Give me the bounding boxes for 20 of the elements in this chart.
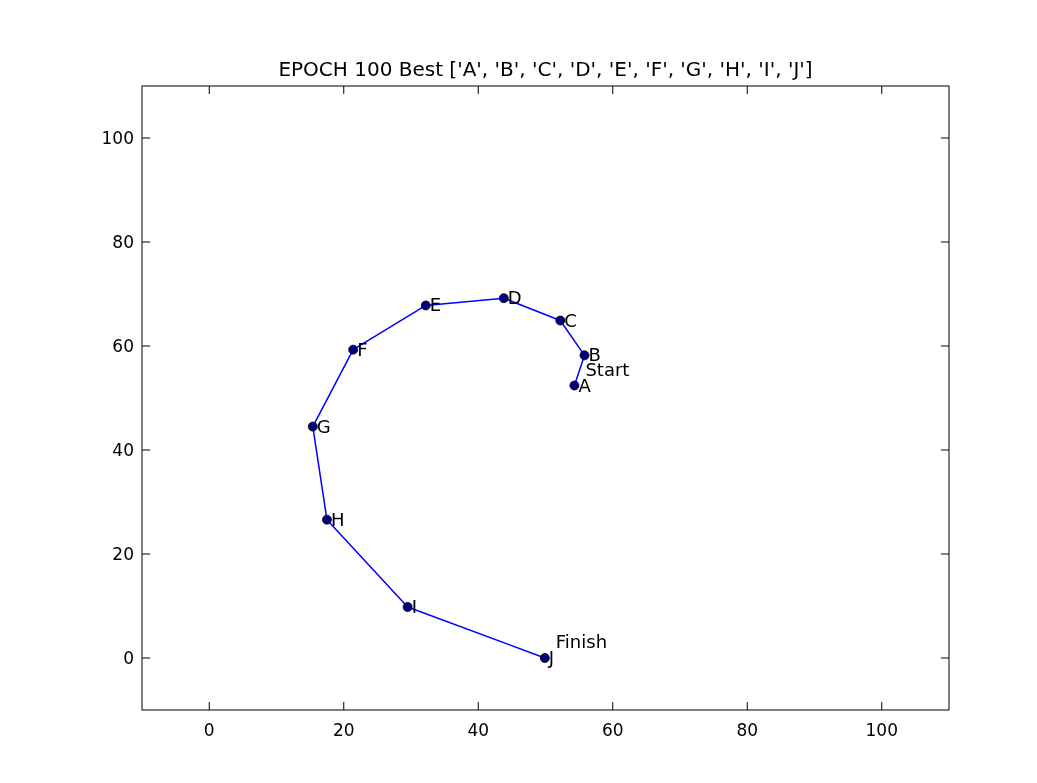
- y-tick-label: 20: [112, 544, 134, 564]
- x-tick-label: 20: [332, 720, 355, 740]
- x-tick-label: 40: [467, 720, 490, 740]
- x-tick-label: 0: [203, 720, 215, 740]
- x-tick-label: 80: [736, 720, 759, 740]
- y-tick-label: 40: [112, 440, 134, 460]
- annotation: C: [564, 309, 577, 331]
- annotation: J: [547, 647, 555, 668]
- y-tick-label: 0: [123, 648, 134, 668]
- annotation: H: [330, 508, 345, 530]
- annotation: I: [411, 596, 417, 618]
- x-tick-label: 60: [601, 720, 624, 740]
- annotation: G: [316, 415, 331, 437]
- y-tick-label: 60: [112, 336, 134, 356]
- chart-title: EPOCH 100 Best ['A', 'B', 'C', 'D', 'E', 'F', 'G', 'H', 'I', 'J']: [278, 57, 813, 81]
- x-tick-label: 100: [865, 720, 898, 740]
- y-tick-label: 80: [112, 232, 134, 252]
- y-tick-label: 100: [101, 128, 134, 148]
- annotation: Finish: [555, 631, 608, 652]
- annotation: F: [357, 338, 368, 360]
